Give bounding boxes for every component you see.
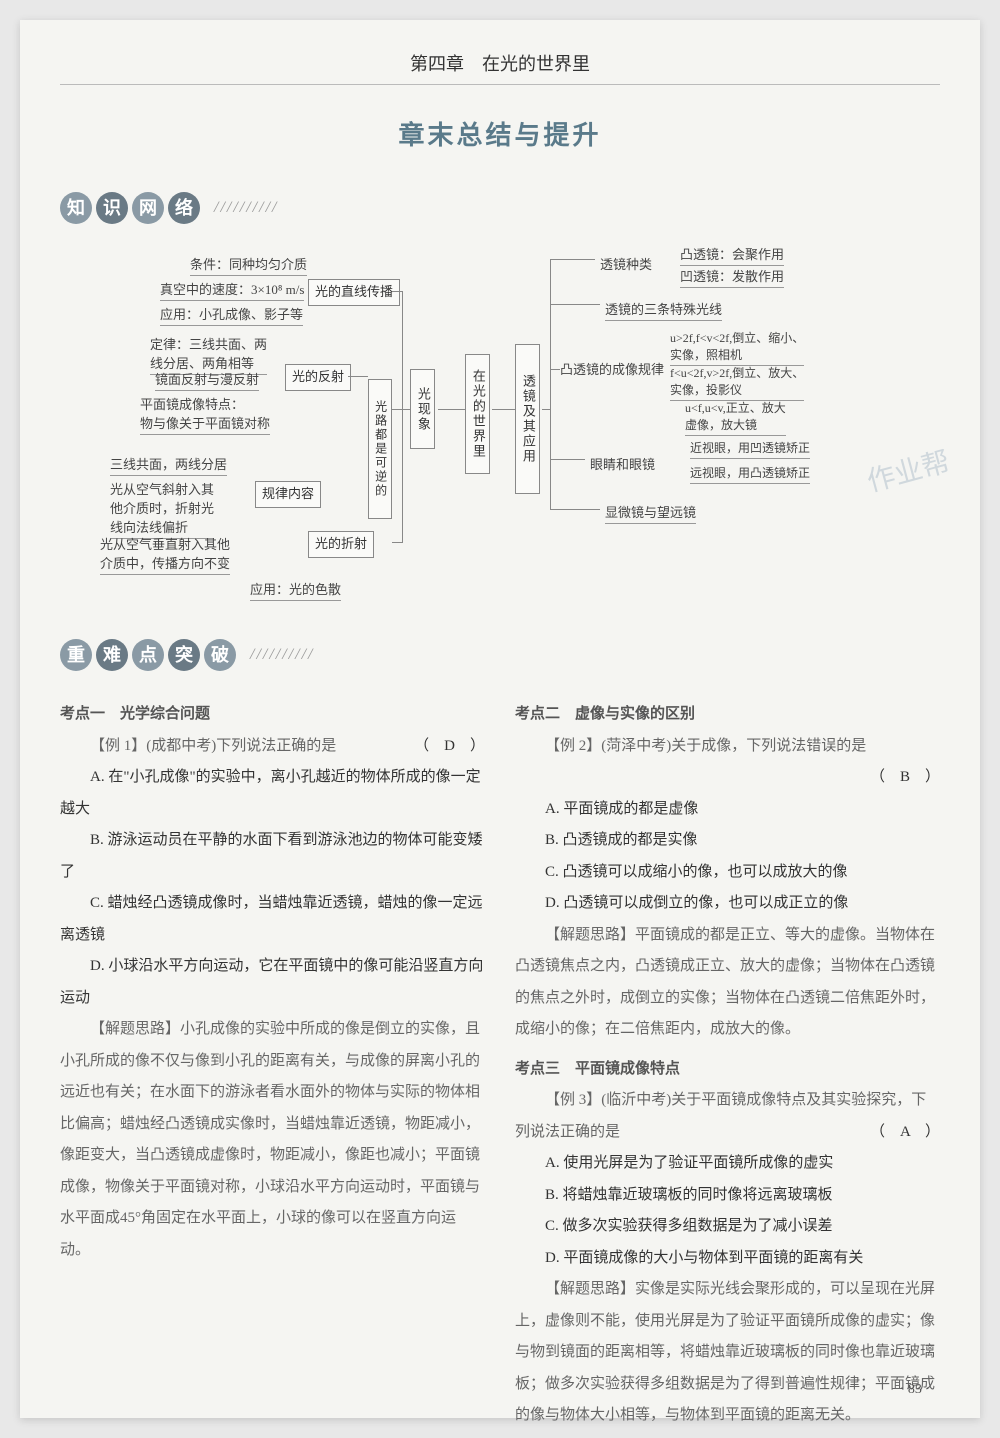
node-root: 在光的世界里 [465,354,490,474]
leaf-refract-app: 应用：光的色散 [250,579,341,601]
hatch-decoration: ////////// [214,199,278,217]
leaf-reflect-type: 镜面反射与漫反射 [155,369,259,391]
page-number: · 83 · [900,1382,930,1398]
badge-char: 络 [168,192,200,224]
leaf-rule2: f<u<2f,v>2f,倒立、放大、 实像，投影仪 [670,364,804,401]
kaodian-2: 考点二 虚像与实像的区别 [515,699,940,731]
jieti-label: 【解题思路】 [545,927,635,943]
leaf-refract-r1: 三线共面，两线分居 [110,454,227,476]
example-2-solution: 【解题思路】平面镜成的都是正立、等大的虚像。当物体在凸透镜焦点之内，凸透镜成正立… [515,920,940,1046]
leaf-reflect-mirror: 平面镜成像特点： 物与像关于平面镜对称 [140,394,270,435]
example-1-label: 【例 1】(成都中考)下列说法正确的是 [90,738,336,754]
jieti-label: 【解题思路】 [90,1021,180,1037]
leaf-rule3: u<f,u<v,正立、放大 虚像，放大镜 [685,399,786,436]
leaf-prop-speed: 真空中的速度：3×10⁸ m/s [160,279,304,301]
leaf-concave: 凹透镜：发散作用 [680,266,784,288]
badge-char: 难 [96,639,128,671]
option-b: B. 将蜡烛靠近玻璃板的同时像将远离玻璃板 [515,1180,940,1212]
option-c: C. 做多次实验获得多组数据是为了减小误差 [515,1211,940,1243]
jieti-text: 小孔成像的实验中所成的像是倒立的实像，且小孔所成的像不仅与像到小孔的距离有关，与… [60,1021,480,1258]
badge-char: 重 [60,639,92,671]
example-3-answer: （ A ） [840,1117,940,1149]
leaf-convex: 凸透镜：会聚作用 [680,244,784,266]
option-b: B. 凸透镜成的都是实像 [515,825,940,857]
column-right: 考点二 虚像与实像的区别 【例 2】(菏泽中考)关于成像，下列说法错误的是 （ … [515,691,940,1432]
example-1-solution: 【解题思路】小孔成像的实验中所成的像是倒立的实像，且小孔所成的像不仅与像到小孔的… [60,1014,485,1266]
column-left: 考点一 光学综合问题 【例 1】(成都中考)下列说法正确的是 （ D ） A. … [60,691,485,1432]
kaodian-1: 考点一 光学综合问题 [60,699,485,731]
page: 第四章 在光的世界里 章末总结与提升 知 识 网 络 ////////// 在光… [20,20,980,1418]
option-b: B. 游泳运动员在平静的水面下看到游泳池边的物体可能变矮了 [60,825,485,888]
option-a: A. 使用光屏是为了验证平面镜所成像的虚实 [515,1148,940,1180]
leaf-myopia: 近视眼，用凹透镜矫正 [690,439,810,459]
node-reflection: 光的反射 [285,364,351,391]
chapter-header: 第四章 在光的世界里 [60,50,940,85]
node-refraction: 光的折射 [308,531,374,558]
main-title: 章末总结与提升 [60,115,940,152]
jieti-text: 平面镜成的都是正立、等大的虚像。当物体在凸透镜焦点之内，凸透镜成正立、放大的虚像… [515,927,935,1038]
option-d: D. 小球沿水平方向运动，它在平面镜中的像可能沿竖直方向运动 [60,951,485,1014]
hatch-decoration: ////////// [250,646,314,664]
leaf-lens-type: 透镜种类 [600,254,652,275]
leaf-three-rays: 透镜的三条特殊光线 [605,299,722,321]
kaodian-3: 考点三 平面镜成像特点 [515,1054,940,1086]
option-d: D. 凸透镜可以成倒立的像，也可以成正立的像 [515,888,940,920]
option-c: C. 蜡烛经凸透镜成像时，当蜡烛靠近透镜，蜡烛的像一定远离透镜 [60,888,485,951]
example-3-solution: 【解题思路】实像是实际光线会聚形成的，可以呈现在光屏上，虚像则不能，使用光屏是为… [515,1274,940,1432]
option-c: C. 凸透镜可以成缩小的像，也可以成放大的像 [515,857,940,889]
jieti-text: 实像是实际光线会聚形成的，可以呈现在光屏上，虚像则不能，使用光屏是为了验证平面镜… [515,1281,935,1423]
jieti-label: 【解题思路】 [545,1281,635,1297]
badge-char: 网 [132,192,164,224]
leaf-eye: 眼睛和眼镜 [590,454,655,475]
node-propagation: 光的直线传播 [308,279,400,306]
leaf-image-rule: 凸透镜的成像规律 [560,359,664,380]
node-refract-rule: 规律内容 [255,481,321,508]
example-1-answer: （ D ） [384,731,485,763]
content-columns: 考点一 光学综合问题 【例 1】(成都中考)下列说法正确的是 （ D ） A. … [60,691,940,1432]
badge-char: 识 [96,192,128,224]
badge-char: 点 [132,639,164,671]
option-a: A. 在"小孔成像"的实验中，离小孔越近的物体所成的像一定越大 [60,762,485,825]
badge-char: 破 [204,639,236,671]
example-2-label: 【例 2】(菏泽中考)关于成像，下列说法错误的是 [545,738,866,754]
leaf-rule1: u>2f,f<v<2f,倒立、缩小、 实像，照相机 [670,329,804,366]
leaf-prop-app: 应用：小孔成像、影子等 [160,304,303,326]
option-d: D. 平面镜成像的大小与物体到平面镜的距离有关 [515,1243,940,1275]
leaf-prop-cond: 条件：同种均匀介质 [190,254,307,276]
node-light-phenomena: 光现象 [410,369,435,449]
leaf-refract-r3: 光从空气垂直射入其他 介质中，传播方向不变 [100,534,230,575]
example-2-answer: （ B ） [515,762,940,794]
example-1: 【例 1】(成都中考)下列说法正确的是 （ D ） [60,731,485,763]
option-a: A. 平面镜成的都是虚像 [515,794,940,826]
knowledge-diagram: 在光的世界里 光现象 光的直线传播 条件：同种均匀介质 真空中的速度：3×10⁸… [60,244,940,614]
leaf-telescope: 显微镜与望远镜 [605,502,696,524]
example-2: 【例 2】(菏泽中考)关于成像，下列说法错误的是 [515,731,940,763]
badge-char: 突 [168,639,200,671]
leaf-refract-r2: 光从空气斜射入其 他介质时，折射光 线向法线偏折 [110,479,214,539]
badge-char: 知 [60,192,92,224]
leaf-hyperopia: 远视眼，用凸透镜矫正 [690,464,810,484]
node-path-reversible: 光路都是可逆的 [368,379,392,519]
example-3: 【例 3】(临沂中考)关于平面镜成像特点及其实验探究，下列说法正确的是 （ A … [515,1085,940,1148]
section-knowledge-network: 知 识 网 络 ////////// [60,192,278,224]
node-lens-app: 透镜及其应用 [515,344,540,494]
section-key-points: 重 难 点 突 破 ////////// [60,639,314,671]
